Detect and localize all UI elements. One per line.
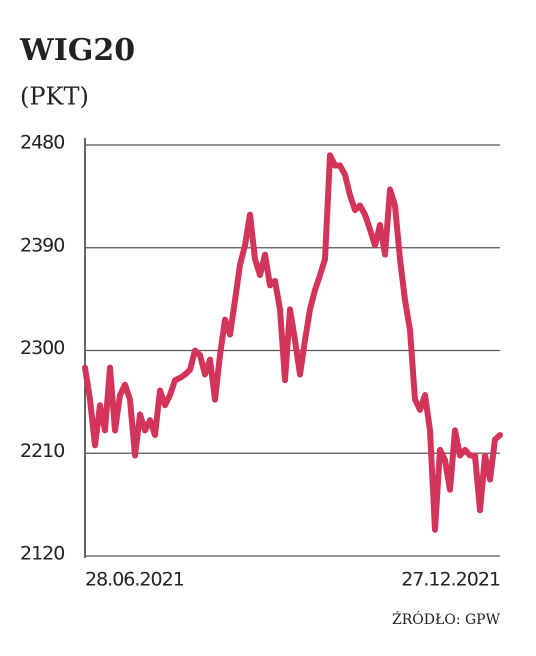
x-tick-label: 28.06.2021 xyxy=(85,569,184,591)
y-tick-label: 2390 xyxy=(20,234,64,256)
source-note: ŹRÓDŁO: GPW xyxy=(392,610,501,628)
chart-title: WIG20 xyxy=(19,33,135,68)
y-tick-label: 2210 xyxy=(20,440,64,462)
y-tick-label: 2300 xyxy=(20,337,64,359)
x-tick-label: 27.12.2021 xyxy=(401,569,500,591)
data-line xyxy=(82,152,503,533)
y-tick-label: 2480 xyxy=(20,132,64,154)
chart-subtitle: (PKT) xyxy=(20,83,89,111)
y-tick-label: 2120 xyxy=(20,543,64,565)
